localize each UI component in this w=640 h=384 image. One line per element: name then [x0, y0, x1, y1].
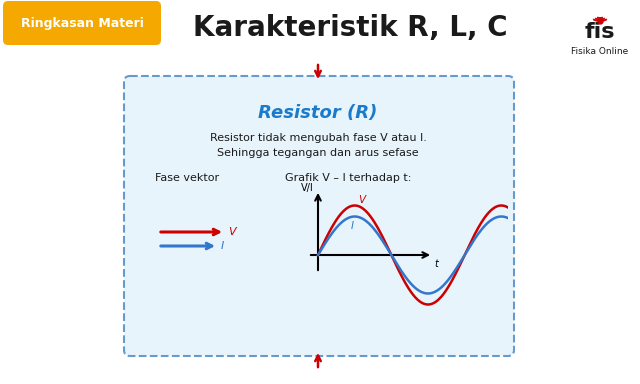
Text: I: I: [221, 241, 224, 251]
Text: Karakteristik R, L, C: Karakteristik R, L, C: [193, 14, 508, 42]
Text: Fase vektor: Fase vektor: [155, 173, 219, 183]
Text: V/I: V/I: [301, 183, 314, 193]
Text: t: t: [434, 259, 438, 269]
Text: fis: fis: [585, 22, 615, 42]
Text: Ringkasan Materi: Ringkasan Materi: [20, 17, 143, 30]
Text: V: V: [228, 227, 236, 237]
Text: Resistor (R): Resistor (R): [259, 104, 378, 122]
Text: I: I: [351, 220, 354, 230]
FancyBboxPatch shape: [3, 1, 161, 45]
Text: Grafik V – I terhadap t:: Grafik V – I terhadap t:: [285, 173, 412, 183]
Text: Fisika Online: Fisika Online: [572, 48, 628, 56]
Text: Sehingga tegangan dan arus sefase: Sehingga tegangan dan arus sefase: [217, 148, 419, 158]
Text: V: V: [358, 195, 365, 205]
Text: Resistor tidak mengubah fase V atau I.: Resistor tidak mengubah fase V atau I.: [209, 133, 426, 143]
FancyBboxPatch shape: [124, 76, 514, 356]
